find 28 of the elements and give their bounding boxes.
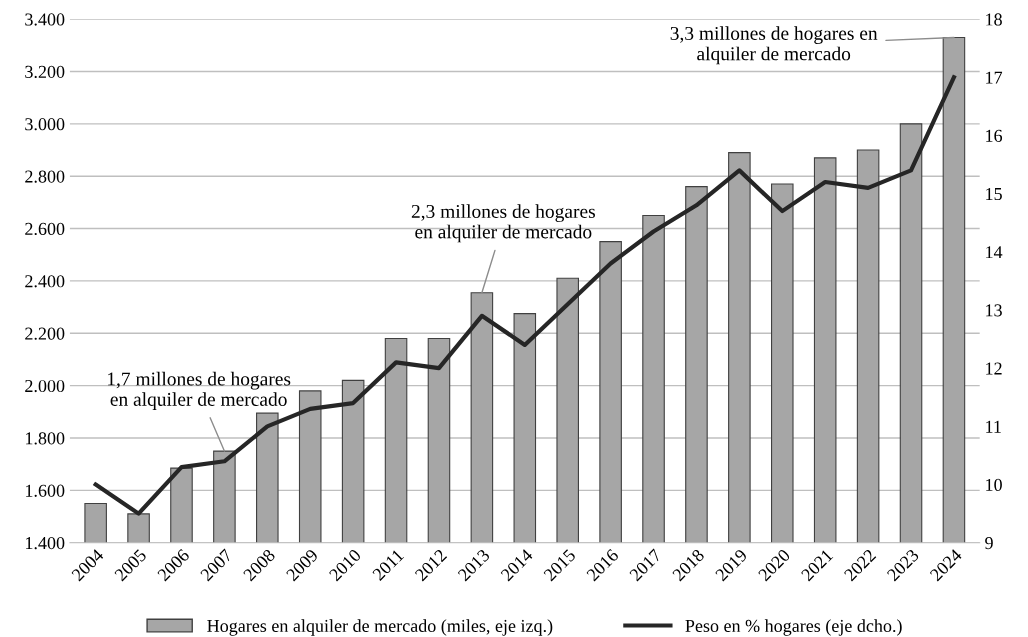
y2-tick-label: 17 — [986, 71, 1003, 84]
y2-tick-label: 11 — [986, 420, 1001, 433]
y-tick-label: 1.800 — [26, 432, 65, 445]
legend-label: Peso en % hogares (eje dcho.) — [685, 619, 902, 636]
y2-tick-label: 12 — [986, 362, 1002, 375]
y2-tick-label: 13 — [986, 304, 1002, 317]
legend-label: Hogares en alquiler de mercado (miles, eje izq.) — [207, 619, 553, 636]
y2-tick-label: 18 — [986, 13, 1002, 26]
y-tick-label: 1.400 — [26, 536, 65, 550]
y-tick-label: 2.800 — [25, 170, 65, 183]
y-tick-label: 2.400 — [25, 275, 65, 288]
y-tick-label: 3.200 — [25, 65, 65, 78]
annotation: 3,3 millones de hogares en alquiler de mercado — [670, 26, 878, 65]
y-tick-label: 2.600 — [25, 222, 65, 236]
y2-tick-label: 15 — [986, 187, 1002, 201]
x-tick-label: 2011 — [371, 548, 405, 582]
y2-tick-label: 10 — [986, 478, 1002, 491]
y-tick-label: 2.200 — [25, 327, 65, 340]
y-tick-label: 2.000 — [25, 379, 65, 393]
y-tick-label: 3.400 — [25, 13, 65, 26]
y2-tick-label: 9 — [985, 537, 993, 550]
y-tick-label: 3.000 — [25, 118, 65, 131]
annotation: 2,3 millones de hogares en alquiler de mercado — [411, 204, 595, 243]
y-tick-label: 1.600 — [26, 484, 65, 497]
y2-tick-label: 14 — [986, 246, 1003, 259]
line-series — [93, 75, 957, 516]
annotation: 1,7 millones de hogares en alquiler de mercado — [108, 371, 291, 410]
y2-tick-label: 16 — [986, 129, 1003, 142]
